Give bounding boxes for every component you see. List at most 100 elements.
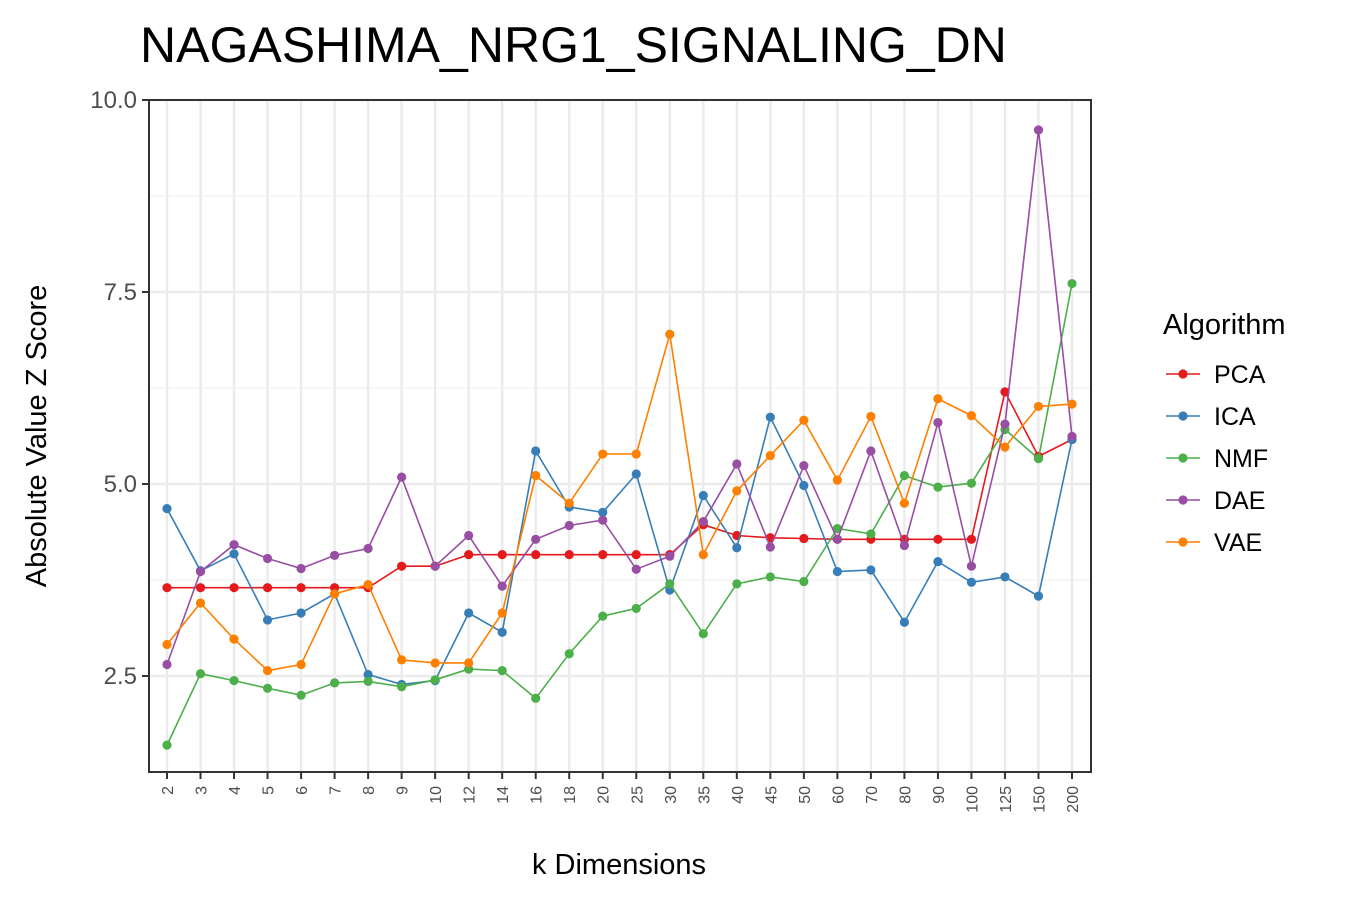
point-vae	[363, 580, 373, 590]
point-dae	[799, 460, 809, 471]
point-pca	[397, 561, 407, 571]
point-pca	[1000, 387, 1010, 397]
point-vae	[229, 634, 239, 644]
y-axis-label: Absolute Value Z Score	[21, 285, 53, 588]
point-nmf	[497, 666, 507, 676]
x-tick-label: 4	[227, 786, 244, 795]
point-nmf	[430, 675, 440, 685]
point-pca	[531, 550, 541, 560]
point-vae	[665, 329, 675, 339]
point-dae	[195, 566, 206, 577]
x-tick-label: 20	[596, 786, 613, 804]
point-dae	[1033, 125, 1044, 135]
point-vae	[564, 498, 574, 508]
x-tick-label: 125	[998, 786, 1015, 813]
x-tick-label: 80	[897, 786, 914, 804]
series-ica	[162, 412, 1077, 690]
point-nmf	[1067, 278, 1077, 289]
point-dae	[765, 542, 775, 552]
point-nmf	[564, 649, 574, 659]
point-dae	[598, 515, 608, 525]
point-vae	[296, 659, 306, 670]
x-tick-label: 2	[160, 786, 177, 795]
y-tick-label: 7.5	[104, 279, 137, 306]
point-ica	[1033, 591, 1044, 601]
point-vae	[531, 470, 541, 481]
legend-item-nmf: NMF	[1166, 445, 1268, 473]
legend-item-ica: ICA	[1166, 403, 1256, 431]
legend-key-point	[1178, 411, 1188, 421]
x-axis: 2 3 4 5 6 7 8 9 10 12 14 16 18 20 25 30 35 40 45 50 60 70 80 90…	[160, 772, 1082, 813]
point-dae	[262, 553, 273, 564]
legend-key-point	[1178, 495, 1188, 505]
x-tick-label: 40	[730, 786, 747, 804]
point-vae	[765, 450, 775, 461]
point-ica	[732, 543, 742, 553]
point-dae	[866, 446, 876, 456]
point-nmf	[732, 579, 742, 589]
legend-label: ICA	[1214, 403, 1256, 431]
y-tick-label: 5.0	[104, 471, 137, 498]
x-tick-label: 45	[763, 786, 780, 804]
point-pca	[966, 534, 977, 544]
point-vae	[1067, 399, 1077, 409]
legend-key-point	[1178, 369, 1188, 379]
x-tick-label: 50	[797, 786, 814, 804]
point-pca	[564, 550, 574, 560]
x-tick-label: 18	[562, 786, 579, 804]
x-tick-label: 200	[1065, 786, 1082, 813]
point-vae	[195, 598, 206, 608]
point-nmf	[866, 529, 876, 539]
x-tick-label: 5	[261, 786, 278, 795]
point-vae	[497, 608, 507, 618]
point-vae	[1000, 442, 1010, 452]
point-vae	[832, 475, 842, 485]
plot-border	[148, 99, 1092, 773]
point-dae	[1067, 431, 1077, 441]
point-dae	[329, 550, 340, 561]
point-vae	[329, 589, 340, 599]
x-tick-label: 14	[495, 786, 512, 804]
point-vae	[698, 550, 708, 560]
legend-key-point	[1178, 537, 1188, 547]
point-pca	[296, 583, 306, 593]
point-vae	[598, 449, 608, 459]
legend-item-vae: VAE	[1166, 529, 1262, 557]
series-line-vae	[166, 333, 1073, 672]
series-line-pca	[167, 389, 1073, 589]
point-pca	[262, 583, 273, 593]
y-tick-label: 2.5	[104, 663, 137, 690]
point-ica	[966, 577, 977, 587]
legend-label: PCA	[1214, 361, 1266, 389]
point-pca	[631, 550, 641, 560]
chart-title: NAGASHIMA_NRG1_SIGNALING_DN	[140, 17, 1007, 73]
point-dae	[698, 517, 708, 527]
point-nmf	[665, 579, 675, 589]
point-dae	[899, 540, 910, 551]
point-vae	[262, 666, 273, 676]
point-pca	[497, 550, 507, 560]
point-ica	[296, 608, 306, 618]
point-vae	[1033, 401, 1044, 412]
point-dae	[430, 561, 440, 571]
point-pca	[162, 583, 172, 593]
point-dae	[229, 540, 239, 550]
legend-item-pca: PCA	[1166, 361, 1266, 389]
point-nmf	[765, 572, 775, 582]
point-nmf	[162, 740, 172, 750]
point-dae	[296, 563, 306, 574]
point-ica	[162, 503, 172, 514]
point-ica	[799, 480, 809, 491]
point-nmf	[195, 669, 206, 679]
point-pca	[229, 583, 239, 593]
x-tick-label: 150	[1031, 786, 1048, 813]
point-nmf	[329, 678, 340, 688]
point-dae	[363, 543, 373, 554]
point-nmf	[698, 629, 708, 639]
legend-key-point	[1178, 453, 1188, 463]
point-pca	[195, 583, 206, 593]
point-ica	[933, 556, 943, 567]
x-tick-label: 90	[931, 786, 948, 804]
series-nmf	[162, 278, 1077, 750]
